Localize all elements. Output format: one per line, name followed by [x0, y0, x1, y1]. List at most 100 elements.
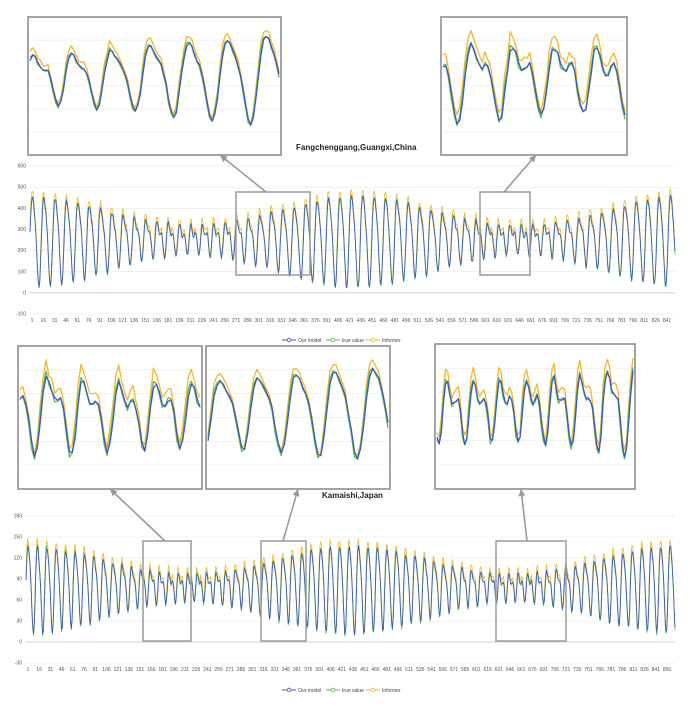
chart1-x-tick: 541: [436, 318, 445, 324]
chart1-x-tick: 646: [515, 318, 524, 324]
chart1-x-tick: 466: [379, 318, 388, 324]
legend-marker-true-value: [330, 337, 336, 343]
chart1-y-tick: 300: [18, 227, 27, 233]
chart2-axes: 180 150 120 90 60 30 0 -30 1 16 31 46 61 76 91 106 121 13…: [14, 514, 675, 673]
chart2-x-tick: 31: [48, 667, 54, 673]
chart1-zoom-arrow: [219, 154, 267, 193]
chart1-x-tick: 196: [175, 318, 184, 324]
chart2-legend: Our model true value Informer: [282, 687, 401, 694]
chart2-x-tick: 421: [338, 667, 347, 673]
chart1-zoom-arrow: [503, 154, 537, 193]
chart1-x-tick: 361: [300, 318, 309, 324]
chart1-x-tick: 511: [414, 318, 422, 324]
chart2-x-tick: 526: [416, 667, 425, 673]
chart2-y-tick: 30: [16, 619, 22, 625]
chart2-x-tick: 571: [450, 667, 459, 673]
inset-series-our-model: [29, 36, 280, 126]
chart2-x-tick: 586: [461, 667, 470, 673]
chart1-x-tick: 226: [198, 318, 207, 324]
chart2-x-tick: 781: [607, 667, 616, 673]
chart2-zoom-arrow: [520, 488, 528, 542]
chart2-y-tick: 180: [14, 514, 23, 520]
inset-series-our-model: [442, 42, 626, 125]
chart2-x-tick: 76: [81, 667, 87, 673]
chart2-x-tick: 376: [304, 667, 313, 673]
chart1-y-tick: 100: [18, 269, 27, 275]
inset-series-informer: [29, 29, 280, 124]
chart1-x-tick: 31: [52, 318, 58, 324]
inset-series-our-model: [19, 376, 201, 458]
chart2-plot-area: [25, 537, 676, 637]
chart2-y-tick: -30: [15, 661, 22, 667]
chart1-grid: [30, 165, 675, 315]
chart2-x-tick: 466: [371, 667, 380, 673]
chart1-plot-area: [29, 188, 676, 289]
chart2-x-tick: 16: [36, 667, 42, 673]
chart1-x-tick: 91: [97, 318, 103, 324]
chart2-x-tick: 706: [551, 667, 560, 673]
chart2-x-tick: 286: [237, 667, 246, 673]
chart1-x-tick: 736: [583, 318, 592, 324]
arrow-head-icon: [110, 489, 118, 497]
chart2-x-tick: 151: [136, 667, 145, 673]
chart2-x-tick: 166: [147, 667, 156, 673]
chart2-y-tick: 0: [19, 640, 22, 646]
chart2-x-tick: 136: [125, 667, 134, 673]
chart1-x-tick: 301: [255, 318, 264, 324]
chart2-x-tick: 451: [360, 667, 369, 673]
chart1-x-tick: 46: [63, 318, 69, 324]
chart2-x-tick: 226: [192, 667, 201, 673]
chart1-x-tick: 571: [459, 318, 468, 324]
chart1-x-tick: 781: [617, 318, 626, 324]
chart2-y-tick: 120: [14, 556, 23, 562]
chart2-x-tick: 631: [495, 667, 504, 673]
chart2-x-tick: 196: [170, 667, 179, 673]
chart1-x-tick: 451: [368, 318, 377, 324]
chart1-y-tick: 500: [18, 185, 27, 191]
chart2-x-tick: 271: [226, 667, 235, 673]
chart1-y-tick: -100: [16, 312, 26, 318]
arrow-head-icon: [292, 489, 300, 497]
chart1-x-tick: 211: [187, 318, 195, 324]
chart2-y-tick: 60: [16, 598, 22, 604]
chart1-x-tick: 181: [164, 318, 173, 324]
arrow-head-icon: [528, 155, 536, 163]
chart1-x-tick: 526: [425, 318, 434, 324]
chart2-zoom-arrow: [282, 488, 299, 542]
chart1-x-tick: 796: [629, 318, 638, 324]
inset-series-true-value: [19, 370, 201, 460]
chart2-zoom-box: [142, 540, 192, 642]
legend-marker-our-model: [286, 337, 292, 343]
legend2-marker-informer: [370, 687, 376, 693]
chart2-x-tick: 301: [248, 667, 257, 673]
chart1-x-tick: 661: [527, 318, 536, 324]
chart2-x-tick: 766: [596, 667, 605, 673]
chart2-x-tick: 331: [270, 667, 279, 673]
arrow-head-icon: [518, 489, 526, 497]
chart1-x-tick: 16: [41, 318, 47, 324]
chart1-x-tick: 106: [107, 318, 116, 324]
inset-series-our-model: [436, 370, 634, 458]
chart1-x-tick: 346: [289, 318, 298, 324]
legend2-marker-our-model: [286, 687, 292, 693]
chart1-y-tick: 400: [18, 206, 27, 212]
chart2-x-tick: 616: [483, 667, 492, 673]
legend-marker-informer: [370, 337, 376, 343]
chart2-zoom-arrow: [109, 488, 166, 542]
chart1-x-tick: 241: [209, 318, 218, 324]
chart2-x-tick: 826: [640, 667, 649, 673]
legend-our-model: Our model: [298, 338, 321, 344]
chart1-x-tick: 826: [651, 318, 660, 324]
chart2-series-informer: [25, 537, 676, 635]
chart1-x-tick: 331: [277, 318, 286, 324]
chart2-x-tick: 361: [293, 667, 302, 673]
chart1-x-tick: 376: [311, 318, 320, 324]
chart1-y-tick: 0: [23, 290, 26, 296]
chart2-x-tick: 181: [158, 667, 167, 673]
chart1-x-tick: 496: [402, 318, 411, 324]
chart1-x-tick: 766: [606, 318, 615, 324]
chart2-x-tick: 541: [427, 667, 436, 673]
zoom-insets: [17, 16, 636, 642]
chart2-series-our-model: [25, 545, 676, 636]
chart1-x-tick: 406: [334, 318, 343, 324]
